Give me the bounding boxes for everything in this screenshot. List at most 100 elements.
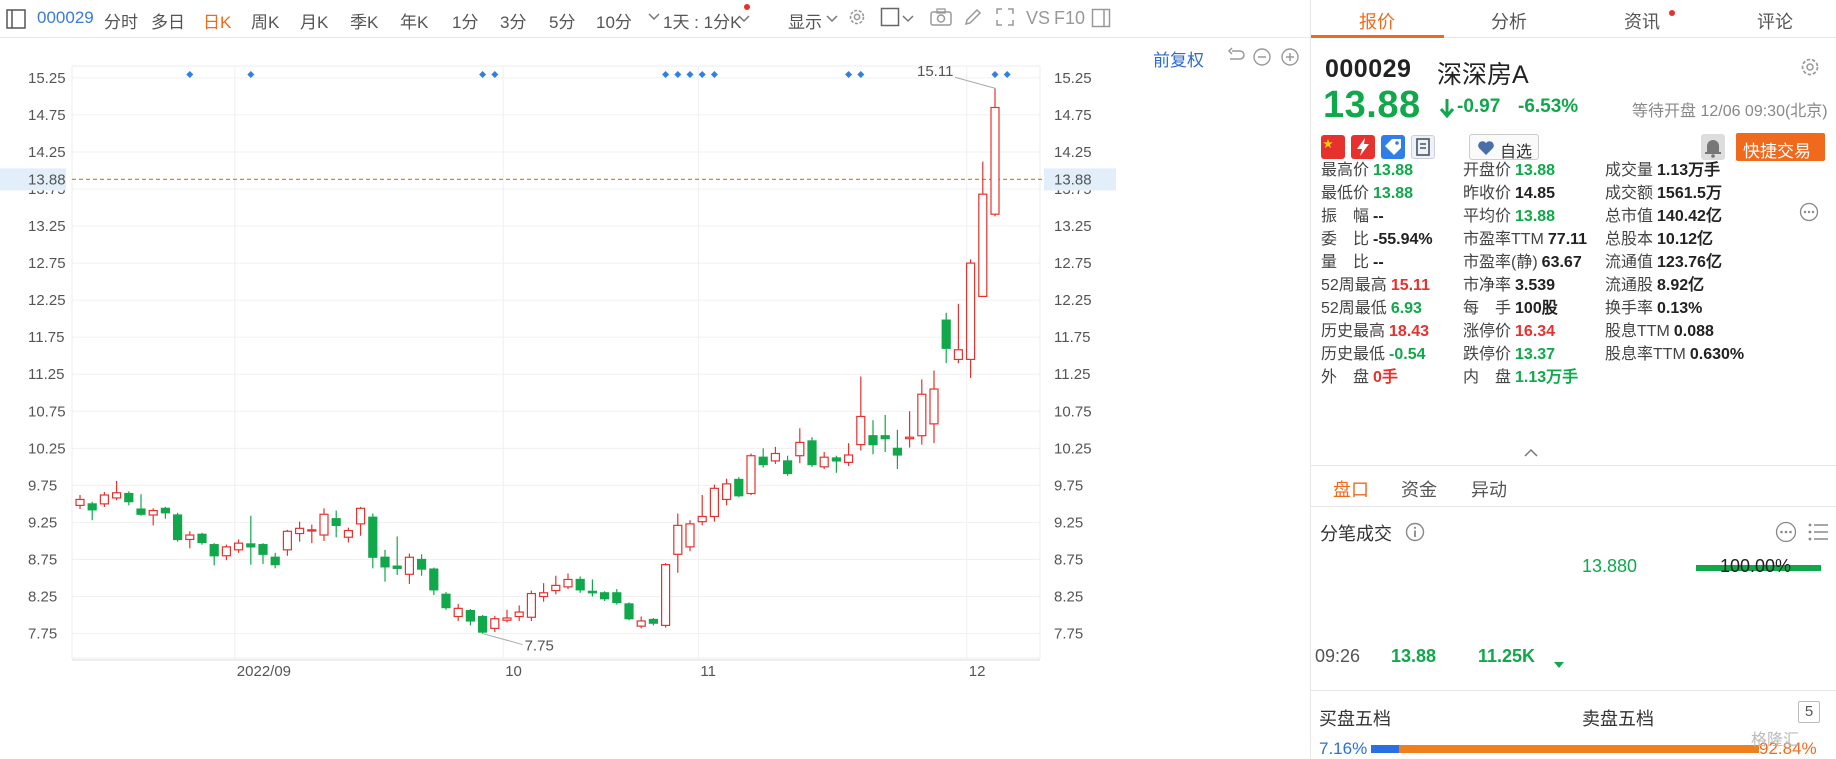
- interval-selector[interactable]: 1天 : 1分K: [663, 13, 742, 32]
- candle-body: [502, 617, 512, 621]
- chevron-down-icon[interactable]: [902, 14, 914, 24]
- quote-label: 成交量: [1605, 162, 1654, 179]
- fullscreen-icon[interactable]: [995, 7, 1015, 27]
- quote-value: 8.92亿: [1657, 277, 1705, 294]
- quote-value: 13.88: [1373, 162, 1414, 179]
- candle-body: [697, 515, 707, 523]
- tab-fund-flow[interactable]: 资金: [1401, 480, 1437, 500]
- quote-row: 历史最高 18.43: [1321, 317, 1429, 341]
- info-icon[interactable]: [1405, 522, 1425, 542]
- candle-body: [526, 592, 537, 618]
- y-tick-label-left: 8.25: [28, 589, 57, 606]
- kline-chart[interactable]: 15.2515.2514.7514.7514.2514.2513.7513.75…: [0, 38, 1310, 759]
- period-tab-multiday[interactable]: 多日: [151, 13, 185, 32]
- period-tab-1min[interactable]: 1分: [452, 13, 479, 32]
- quote-row: 每 手 100股: [1463, 294, 1558, 318]
- candle: [563, 573, 573, 590]
- period-tab-weekly[interactable]: 周K: [251, 13, 280, 32]
- event-marker: [674, 71, 682, 78]
- quote-value: 1.13万手: [1515, 369, 1579, 386]
- chevron-down-icon[interactable]: [826, 14, 838, 24]
- quote-label: 最高价: [1321, 162, 1370, 179]
- lightning-icon[interactable]: [1351, 135, 1375, 159]
- tab-analysis[interactable]: 分析: [1491, 12, 1527, 32]
- quote-value: --: [1373, 254, 1384, 271]
- adjust-mode-button[interactable]: 前复权: [1153, 51, 1204, 70]
- period-tab-yearly[interactable]: 年K: [400, 13, 429, 32]
- sidebar-toggle-icon[interactable]: [6, 9, 26, 29]
- kline-chart-svg[interactable]: 15.2515.2514.7514.7514.2514.2513.7513.75…: [0, 38, 1310, 759]
- period-tab-daily[interactable]: 日K: [203, 13, 232, 32]
- y-tick-label-right: 14.25: [1054, 144, 1092, 161]
- candle: [612, 589, 622, 605]
- quote-label: 最低价: [1321, 185, 1370, 202]
- tab-orderbook[interactable]: 盘口: [1333, 480, 1369, 500]
- candle: [795, 428, 805, 464]
- list-icon[interactable]: [1807, 522, 1829, 542]
- camera-icon[interactable]: [930, 8, 952, 26]
- settings-icon[interactable]: [1799, 56, 1821, 78]
- candle-body: [673, 524, 683, 555]
- notes-icon[interactable]: [1411, 135, 1435, 159]
- event-marker: [857, 71, 865, 78]
- tab-quote[interactable]: 报价: [1359, 12, 1395, 32]
- period-tab-quarterly[interactable]: 季K: [350, 13, 379, 32]
- period-tab-5min[interactable]: 5分: [549, 13, 576, 32]
- stock-code-label[interactable]: 000029: [37, 8, 94, 27]
- quick-trade-button[interactable]: 快捷交易: [1736, 133, 1825, 161]
- quote-label: 流通股: [1605, 277, 1654, 294]
- chevron-down-icon[interactable]: [648, 12, 660, 22]
- quote-row: 跌停价 13.37: [1463, 340, 1555, 364]
- quote-label: 量 比: [1321, 254, 1370, 271]
- sell-levels-title: 卖盘五档: [1582, 709, 1654, 729]
- quote-value: 13.88: [1515, 162, 1556, 179]
- tick-pct: 100.00%: [1720, 556, 1792, 576]
- candle-body: [136, 508, 146, 515]
- candle-body: [319, 513, 329, 536]
- color-box-icon[interactable]: [880, 7, 900, 27]
- quote-value: 10.12亿: [1657, 231, 1714, 248]
- quote-value: 140.42亿: [1657, 208, 1722, 225]
- display-menu[interactable]: 显示: [788, 13, 822, 32]
- candle: [490, 615, 500, 633]
- buy-ratio-bar: [1371, 745, 1399, 753]
- more-icon[interactable]: [1775, 521, 1797, 543]
- f10-button[interactable]: F10: [1054, 8, 1086, 28]
- add-watchlist-button[interactable]: 自选: [1469, 134, 1539, 161]
- candle-body: [307, 529, 317, 532]
- period-tab-3min[interactable]: 3分: [500, 13, 527, 32]
- quote-label: 市盈率(静): [1463, 254, 1538, 271]
- pencil-icon[interactable]: [963, 7, 983, 27]
- period-tab-10min[interactable]: 10分: [596, 13, 632, 32]
- candle-body: [941, 319, 951, 349]
- gear-icon[interactable]: [847, 7, 867, 27]
- chevron-up-icon[interactable]: [1524, 448, 1538, 458]
- candle-body: [148, 509, 158, 516]
- candle: [319, 508, 329, 541]
- tag-icon[interactable]: [1381, 135, 1405, 159]
- tab-movement[interactable]: 异动: [1471, 480, 1507, 500]
- candle: [221, 544, 231, 561]
- event-marker: [479, 71, 487, 78]
- event-marker: [710, 71, 718, 78]
- period-tab-monthly[interactable]: 月K: [300, 13, 329, 32]
- more-icon[interactable]: [1799, 202, 1819, 222]
- chevron-down-icon[interactable]: [738, 14, 750, 24]
- quote-value: 13.37: [1515, 346, 1556, 363]
- alert-bell-button[interactable]: [1701, 134, 1725, 160]
- candle: [185, 531, 195, 549]
- quote-row: 涨停价 16.34: [1463, 317, 1555, 341]
- tab-news[interactable]: 资讯: [1624, 12, 1660, 32]
- period-tab-intraday[interactable]: 分时: [104, 13, 138, 32]
- candle-body: [782, 460, 793, 475]
- sell-ratio-bar: [1399, 745, 1759, 753]
- china-flag-icon[interactable]: [1321, 135, 1345, 159]
- candle-body: [234, 542, 244, 551]
- tick-price: 13.880: [1582, 556, 1638, 576]
- tab-comments[interactable]: 评论: [1757, 12, 1793, 32]
- levels-count-button[interactable]: 5: [1798, 701, 1820, 723]
- quote-value: 0.13%: [1657, 300, 1703, 317]
- compare-vs-button[interactable]: VS: [1026, 8, 1051, 28]
- y-tick-label-right: 15.25: [1054, 70, 1092, 87]
- panel-toggle-icon[interactable]: [1091, 8, 1111, 28]
